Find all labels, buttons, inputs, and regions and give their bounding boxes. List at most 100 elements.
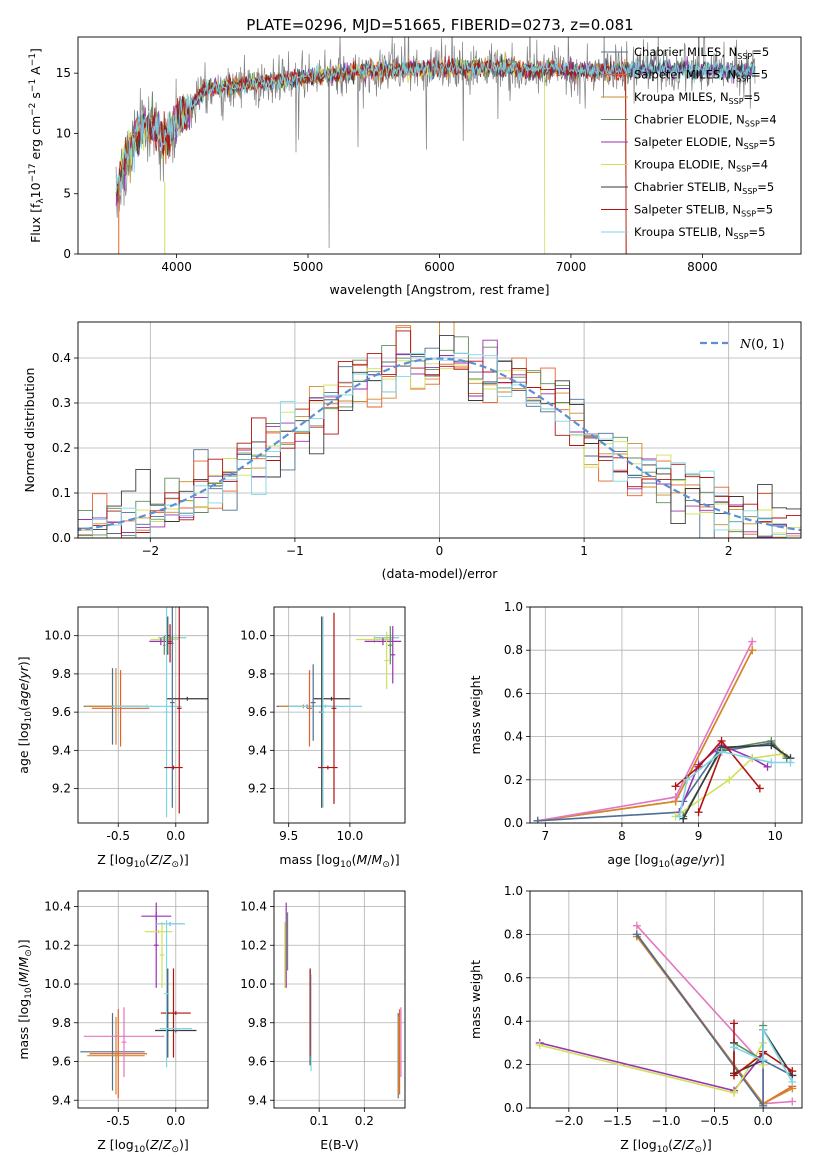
label-part: / bbox=[159, 852, 164, 867]
label-part: Z bbox=[672, 1137, 682, 1152]
label-part: log bbox=[638, 1137, 657, 1152]
x-tick-label: 8 bbox=[618, 829, 626, 843]
label-part: ( bbox=[352, 852, 357, 867]
legend-label-text: Kroupa STELIB, N bbox=[634, 225, 734, 239]
x-tick-label: −1.5 bbox=[603, 1114, 632, 1128]
errorbar-point-7 bbox=[313, 696, 350, 701]
label-part: λ bbox=[36, 198, 46, 204]
label-part: ⊙ bbox=[24, 949, 34, 957]
x-axis-label: Z [log10(Z/Z⊙)] bbox=[620, 1137, 712, 1155]
errorbar-point-2 bbox=[159, 922, 165, 988]
x-tick-label: -0.5 bbox=[107, 829, 130, 843]
y-axis-label: age [log10(age/yr)] bbox=[16, 656, 34, 773]
x-tick-label: 0.2 bbox=[355, 1114, 374, 1128]
label-part: age [ bbox=[607, 852, 639, 867]
normal-curve bbox=[78, 357, 801, 532]
errorbar-point-11 bbox=[80, 1013, 145, 1091]
label-part: (data-model)/error bbox=[382, 566, 499, 581]
weight-series-3 bbox=[533, 739, 791, 823]
y-tick-label: 9.6 bbox=[248, 705, 267, 719]
x-tick-label: 0.0 bbox=[754, 1114, 773, 1128]
x-tick-label: 0.1 bbox=[310, 1114, 329, 1128]
axes-frame bbox=[77, 890, 209, 1109]
x-axis-label: (data-model)/error bbox=[382, 566, 499, 581]
legend-label-chabrier_elodie: Chabrier ELODIE, NSSP=4 bbox=[634, 113, 777, 129]
y-tick-label: 0.6 bbox=[504, 971, 523, 985]
y-tick-label: 0.0 bbox=[504, 1101, 523, 1115]
y-tick-label: 0.4 bbox=[52, 351, 71, 365]
errorbar-point-9 bbox=[91, 670, 150, 747]
label-part: age bbox=[16, 683, 31, 707]
x-tick-label: 7000 bbox=[556, 260, 587, 274]
label-part: M bbox=[357, 852, 368, 867]
errorbar-point-6 bbox=[387, 626, 393, 665]
axes-weight_vs_Z: −2.0 −1.5 −1.0 −0.5 0.0 0.0 0.2 0.4 0.6 0.8 1.0 Z [… bbox=[468, 884, 803, 1155]
legend-label-sub: SSP bbox=[737, 52, 752, 61]
weight-series-2 bbox=[533, 637, 757, 823]
label-part: / bbox=[16, 678, 31, 683]
axes-frame bbox=[77, 321, 802, 539]
axes-frame bbox=[529, 606, 803, 824]
plot-area-weight_vs_age bbox=[533, 637, 795, 823]
legend-label-suffix: =4 bbox=[751, 158, 768, 172]
label-part: 10 bbox=[24, 987, 34, 999]
label-part: age bbox=[675, 852, 699, 867]
y-tick-label: 10 bbox=[56, 126, 71, 140]
label-part: )] bbox=[179, 1137, 189, 1152]
errorbar-point-15 bbox=[121, 1007, 127, 1077]
legend-label-suffix: =5 bbox=[744, 90, 761, 104]
axes-age_vs_Z: -0.5 0.09.29.49.69.810.0Z [log10(Z/Z⊙)]ag… bbox=[16, 606, 209, 870]
label-part: ] bbox=[28, 48, 43, 53]
y-tick-label: 1.0 bbox=[504, 600, 523, 614]
y-tick-label: 0.1 bbox=[52, 486, 71, 500]
errorbar-point-15 bbox=[176, 607, 182, 814]
x-tick-label: 9 bbox=[695, 829, 703, 843]
label-part: 10 bbox=[659, 860, 671, 870]
spectrum-model-salpeter_miles bbox=[115, 56, 627, 254]
plot-area-residuals bbox=[78, 322, 801, 538]
label-part: M bbox=[16, 972, 31, 983]
label-part: log bbox=[16, 722, 31, 741]
y-tick-label: 10.0 bbox=[44, 977, 71, 991]
histogram-chabrier_stelib bbox=[78, 334, 801, 538]
label-part: )] bbox=[702, 1137, 712, 1152]
y-axis-label: mass weight bbox=[468, 960, 483, 1039]
label-part: age [ bbox=[16, 742, 31, 774]
y-tick-label: 9.2 bbox=[248, 782, 267, 796]
legend-label-sub: SSP bbox=[742, 187, 757, 196]
y-axis-label: Flux [fλ10−17 erg cm−2 s−1 A−1] bbox=[28, 48, 46, 243]
label-part: −1 bbox=[28, 53, 38, 66]
errorbar-point-12 bbox=[89, 1009, 148, 1099]
weight-line bbox=[537, 649, 753, 822]
label-part: 10 bbox=[24, 711, 34, 723]
label-part: M bbox=[16, 956, 31, 967]
label-part: mass [ bbox=[16, 1018, 31, 1060]
legend-label-text: Salpeter ELODIE, N bbox=[634, 135, 744, 149]
y-tick-label: 9.4 bbox=[248, 743, 267, 757]
label-part: ⊙ bbox=[171, 860, 179, 870]
axes-frame bbox=[77, 36, 802, 255]
label-part: −1 bbox=[28, 79, 38, 92]
x-tick-label: 1 bbox=[580, 544, 588, 558]
weight-line bbox=[537, 649, 753, 822]
x-axis-label: age [log10(age/yr)] bbox=[607, 852, 724, 870]
label-part: ( bbox=[145, 1137, 150, 1152]
errorbar-point-6 bbox=[163, 635, 166, 655]
label-part: log bbox=[16, 999, 31, 1018]
y-tick-label: 15 bbox=[56, 66, 71, 80]
label-part: Z [ bbox=[620, 1137, 637, 1152]
spectrum-data-line bbox=[115, 37, 756, 249]
legend-label-text: Salpeter STELIB, N bbox=[634, 203, 741, 217]
legend-label-sub: SSP bbox=[741, 210, 756, 219]
label-part: ⊙ bbox=[171, 1145, 179, 1155]
weight-line bbox=[636, 933, 793, 1108]
legend-label-text: Chabrier ELODIE, N bbox=[634, 113, 745, 127]
errorbar-point-11 bbox=[310, 664, 316, 741]
errorbar-point-13 bbox=[164, 607, 169, 818]
plot-area-mass_vs_EBV bbox=[284, 902, 402, 1099]
plot-area-spectrum bbox=[115, 37, 756, 254]
y-tick-label: 10.0 bbox=[240, 629, 267, 643]
y-tick-label: 10.2 bbox=[240, 938, 267, 952]
weight-series-6 bbox=[671, 749, 787, 821]
